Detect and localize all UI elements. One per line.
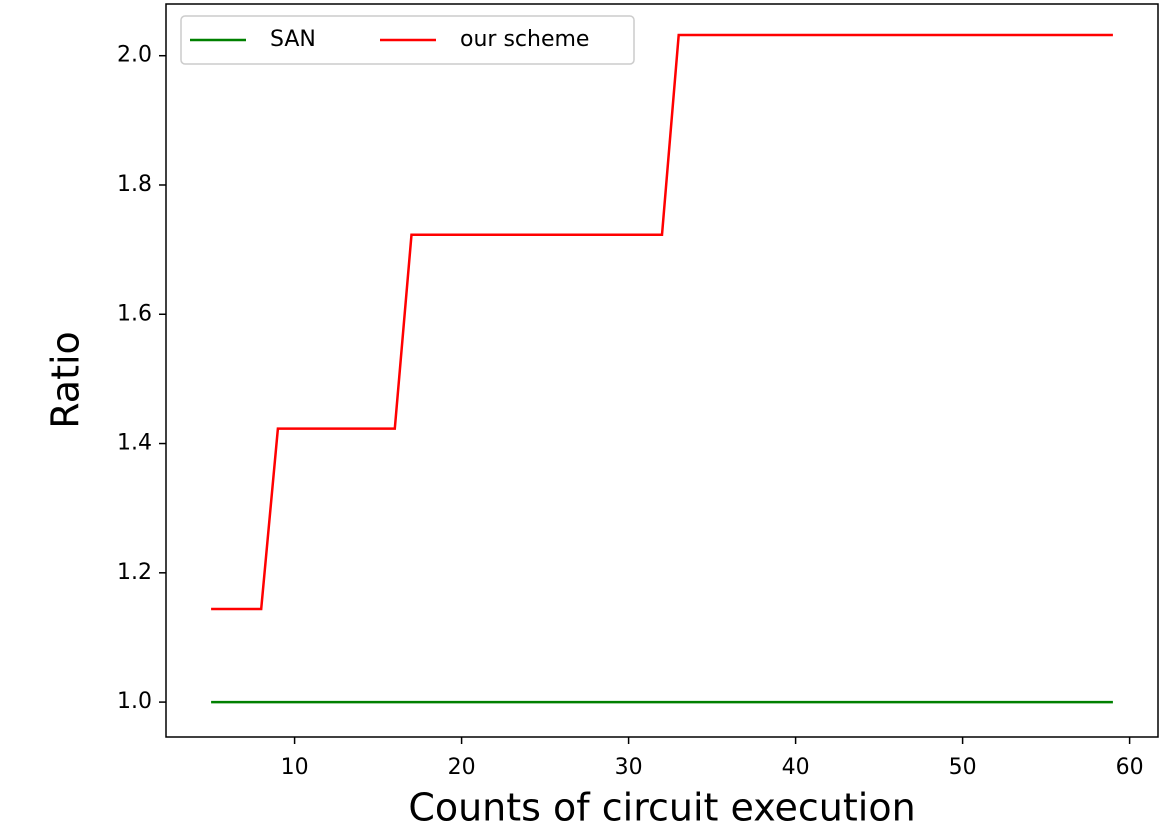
y-tick-label: 1.8 (117, 172, 152, 197)
legend-label: our scheme (460, 27, 589, 52)
legend-label: SAN (270, 27, 316, 52)
y-tick-label: 1.0 (117, 689, 152, 714)
y-tick-label: 2.0 (117, 43, 152, 68)
y-tick-label: 1.6 (117, 301, 152, 326)
series-line (211, 33, 1113, 611)
x-tick-label: 40 (782, 755, 810, 780)
x-tick-label: 60 (1116, 755, 1144, 780)
x-tick-label: 10 (281, 755, 309, 780)
y-tick-label: 1.2 (117, 560, 152, 585)
x-tick-label: 30 (615, 755, 643, 780)
x-tick-label: 20 (448, 755, 476, 780)
plot-frame (165, 3, 1159, 738)
y-tick-label: 1.4 (117, 431, 152, 456)
y-axis-label: Ratio (44, 331, 88, 429)
x-tick-label: 50 (949, 755, 977, 780)
x-axis-label: Counts of circuit execution (408, 786, 915, 830)
